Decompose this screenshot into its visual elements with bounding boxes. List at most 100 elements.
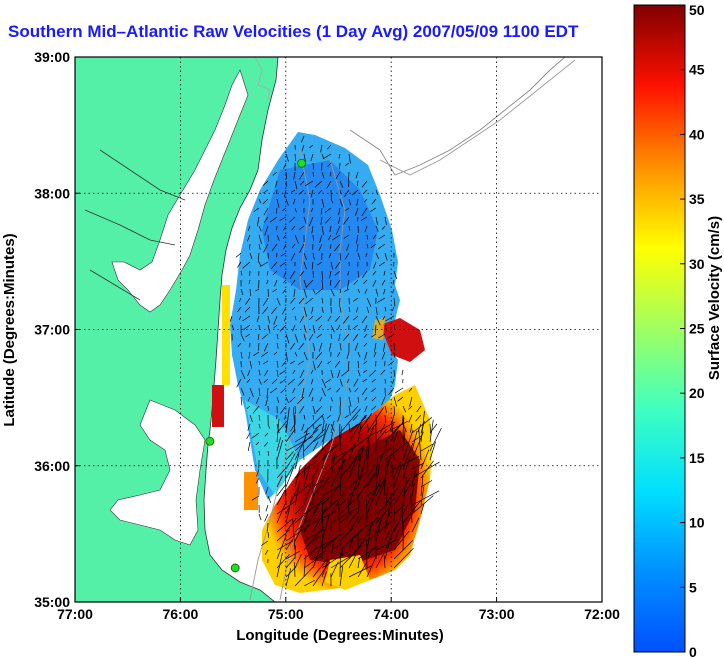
velocity-field-coastal xyxy=(245,400,300,495)
velocity-vector xyxy=(392,464,395,497)
velocity-vector xyxy=(341,369,350,377)
velocity-vector xyxy=(279,216,287,221)
velocity-vector xyxy=(393,270,398,280)
velocity-vector xyxy=(330,261,334,270)
velocity-vector xyxy=(402,521,404,551)
velocity-vector xyxy=(276,225,278,231)
velocity-vector xyxy=(266,270,269,276)
velocity-vector xyxy=(392,279,395,285)
velocity-vector xyxy=(345,207,350,212)
velocity-vector xyxy=(276,234,280,242)
velocity-vector xyxy=(255,396,260,404)
velocity-vector xyxy=(348,447,362,470)
velocity-vector xyxy=(429,427,442,452)
velocity-vector xyxy=(276,529,290,542)
velocity-vector xyxy=(294,432,310,443)
velocity-vector xyxy=(322,153,332,160)
velocity-vector xyxy=(348,225,351,231)
velocity-vector xyxy=(267,423,271,429)
velocity-vector xyxy=(261,540,269,546)
velocity-vector xyxy=(375,306,378,316)
velocity-vector xyxy=(294,207,297,213)
velocity-vector xyxy=(291,225,296,231)
velocity-vector xyxy=(293,407,296,434)
velocity-vector xyxy=(303,464,306,479)
velocity-vector xyxy=(303,501,312,524)
velocity-vector xyxy=(303,261,307,270)
velocity-vector xyxy=(330,543,343,551)
velocity-vector xyxy=(315,351,323,360)
velocity-vector xyxy=(319,234,323,244)
y-tick-label: 35:00 xyxy=(34,594,70,610)
velocity-vector xyxy=(364,288,368,295)
velocity-vector xyxy=(352,315,359,321)
velocity-vector xyxy=(366,525,372,551)
velocity-vector xyxy=(351,405,359,414)
velocity-vector xyxy=(273,324,278,329)
velocity-vector xyxy=(310,189,314,198)
velocity-vector xyxy=(249,288,251,297)
velocity-vector xyxy=(347,360,350,371)
velocity-vector xyxy=(371,405,377,411)
velocity-vector xyxy=(312,342,316,351)
velocity-vector xyxy=(276,500,287,524)
velocity-vector xyxy=(269,216,278,223)
velocity-vector xyxy=(301,423,305,431)
velocity-vector xyxy=(366,234,368,240)
velocity-vector xyxy=(294,482,313,497)
velocity-vector xyxy=(366,521,392,542)
velocity-vector xyxy=(255,477,260,484)
velocity-vector xyxy=(283,225,287,231)
velocity-vector xyxy=(329,405,332,411)
velocity-vector xyxy=(366,547,374,560)
velocity-vector xyxy=(321,536,339,551)
velocity-vector xyxy=(363,279,368,284)
velocity-vector xyxy=(393,461,402,479)
velocity-vector xyxy=(365,252,368,257)
y-axis-label: Latitude (Degrees:Minutes) xyxy=(1,233,18,426)
velocity-vector xyxy=(393,297,396,307)
bathymetry-contour-4 xyxy=(279,159,351,601)
velocity-vector xyxy=(329,243,332,249)
inland-water xyxy=(111,69,249,313)
velocity-vector xyxy=(378,333,386,339)
y-tick-label: 39:00 xyxy=(34,49,70,65)
velocity-vector xyxy=(411,417,433,434)
velocity-vector xyxy=(283,243,287,250)
velocity-vector xyxy=(364,396,368,401)
velocity-vector xyxy=(344,189,350,197)
velocity-vector xyxy=(384,440,388,452)
velocity-vector xyxy=(276,552,283,578)
velocity-vector xyxy=(276,207,278,214)
velocity-vector xyxy=(339,566,344,587)
velocity-vector xyxy=(303,216,307,224)
velocity-vector xyxy=(312,494,325,515)
velocity-vector xyxy=(294,429,319,452)
velocity-vector xyxy=(357,270,359,278)
velocity-vector xyxy=(343,216,350,225)
velocity-field-orange-patch xyxy=(244,472,258,510)
velocity-vector xyxy=(330,484,340,497)
velocity-vector xyxy=(345,162,350,166)
velocity-vector xyxy=(272,288,278,293)
x-tick-label: 77:00 xyxy=(57,606,93,622)
velocity-vector xyxy=(348,387,352,393)
velocity-vector xyxy=(263,441,269,447)
velocity-vector xyxy=(348,516,359,533)
velocity-vector xyxy=(383,477,386,497)
velocity-vector xyxy=(321,509,324,533)
velocity-vector xyxy=(285,557,296,569)
velocity-vector xyxy=(258,243,261,250)
velocity-vector xyxy=(271,243,278,252)
velocity-vector xyxy=(402,416,404,443)
colorbar-tick-label: 45 xyxy=(689,62,705,78)
velocity-vector xyxy=(267,531,270,539)
velocity-vector xyxy=(242,261,251,269)
velocity-vector xyxy=(285,198,289,206)
velocity-vector xyxy=(352,324,359,330)
velocity-vector xyxy=(385,315,395,322)
velocity-vector xyxy=(326,180,332,189)
chart-title: Southern Mid–Atlantic Raw Velocities (1 … xyxy=(8,22,579,41)
velocity-vector xyxy=(285,333,290,344)
velocity-vector xyxy=(312,533,324,542)
